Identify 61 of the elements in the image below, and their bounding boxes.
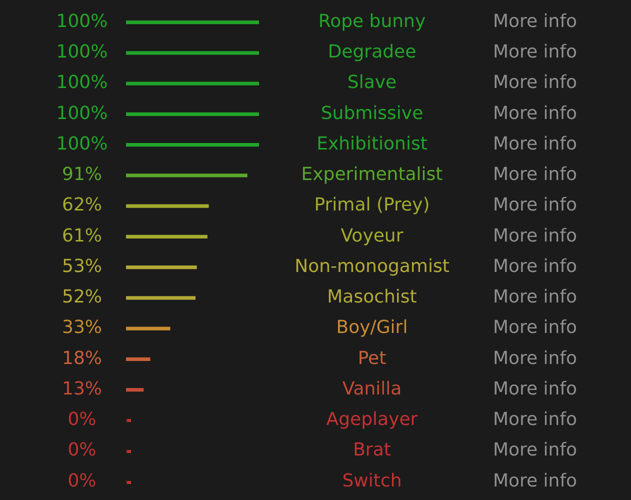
y-tick-label: Experimentalist bbox=[301, 164, 443, 186]
data-label: 62% bbox=[62, 194, 102, 216]
y-tick-label: Non-monogamist bbox=[294, 256, 450, 277]
y-tick-label: Primal (Prey) bbox=[314, 194, 430, 216]
text: More info bbox=[492, 409, 578, 430]
bar bbox=[126, 20, 259, 24]
y-tick-label: Slave bbox=[347, 72, 397, 94]
data-label: 100% bbox=[56, 133, 108, 154]
data-label: 52% bbox=[62, 286, 102, 308]
bar bbox=[126, 51, 259, 55]
data-label: 100% bbox=[56, 10, 108, 32]
text: More info bbox=[492, 164, 578, 186]
text: More info bbox=[492, 317, 578, 338]
data-label: 100% bbox=[56, 42, 108, 63]
bar bbox=[126, 388, 144, 392]
y-tick-label: Pet bbox=[358, 348, 386, 369]
y-tick-label: Ageplayer bbox=[326, 409, 418, 430]
data-label: 100% bbox=[56, 102, 108, 124]
data-label: 61% bbox=[62, 225, 102, 246]
bar bbox=[126, 204, 209, 208]
y-tick-label: Degradee bbox=[328, 42, 416, 63]
data-label: 53% bbox=[62, 256, 102, 277]
y-tick-label: Voyeur bbox=[340, 225, 404, 246]
data-label: 18% bbox=[62, 348, 102, 369]
text: More info bbox=[492, 440, 578, 461]
data-label: 33% bbox=[62, 317, 102, 338]
y-tick-label: Boy/Girl bbox=[336, 317, 408, 338]
data-label: 0% bbox=[68, 409, 96, 430]
y-tick-label: Submissive bbox=[320, 102, 424, 124]
y-tick-label: Masochist bbox=[327, 286, 417, 308]
data-label: 0% bbox=[68, 470, 96, 492]
y-tick-label: Rope bunny bbox=[318, 10, 426, 32]
text: More info bbox=[492, 133, 578, 154]
text: More info bbox=[492, 286, 578, 308]
data-label: 13% bbox=[62, 378, 102, 400]
bar bbox=[126, 112, 259, 116]
text: More info bbox=[492, 72, 578, 94]
bar bbox=[126, 82, 259, 86]
data-label: 100% bbox=[56, 72, 108, 94]
bar bbox=[126, 296, 196, 300]
y-tick-label: Exhibitionist bbox=[316, 133, 428, 154]
data-label: 0% bbox=[68, 440, 96, 461]
y-tick-label: Switch bbox=[342, 470, 402, 492]
text: More info bbox=[492, 470, 578, 492]
y-tick-label: Vanilla bbox=[342, 378, 402, 400]
bar bbox=[126, 234, 208, 239]
bar bbox=[126, 265, 197, 270]
text: More info bbox=[492, 256, 578, 277]
y-tick-label: Brat bbox=[353, 440, 391, 461]
text: More info bbox=[492, 42, 578, 63]
text: More info bbox=[492, 225, 578, 246]
bar bbox=[126, 326, 170, 330]
bar bbox=[126, 357, 150, 362]
data-label: 91% bbox=[62, 164, 102, 186]
text: More info bbox=[492, 194, 578, 216]
bar bbox=[126, 174, 248, 178]
bar bbox=[126, 142, 259, 147]
text: More info bbox=[492, 348, 578, 369]
text: More info bbox=[492, 102, 578, 124]
text: More info bbox=[492, 378, 578, 400]
text: More info bbox=[492, 10, 578, 32]
